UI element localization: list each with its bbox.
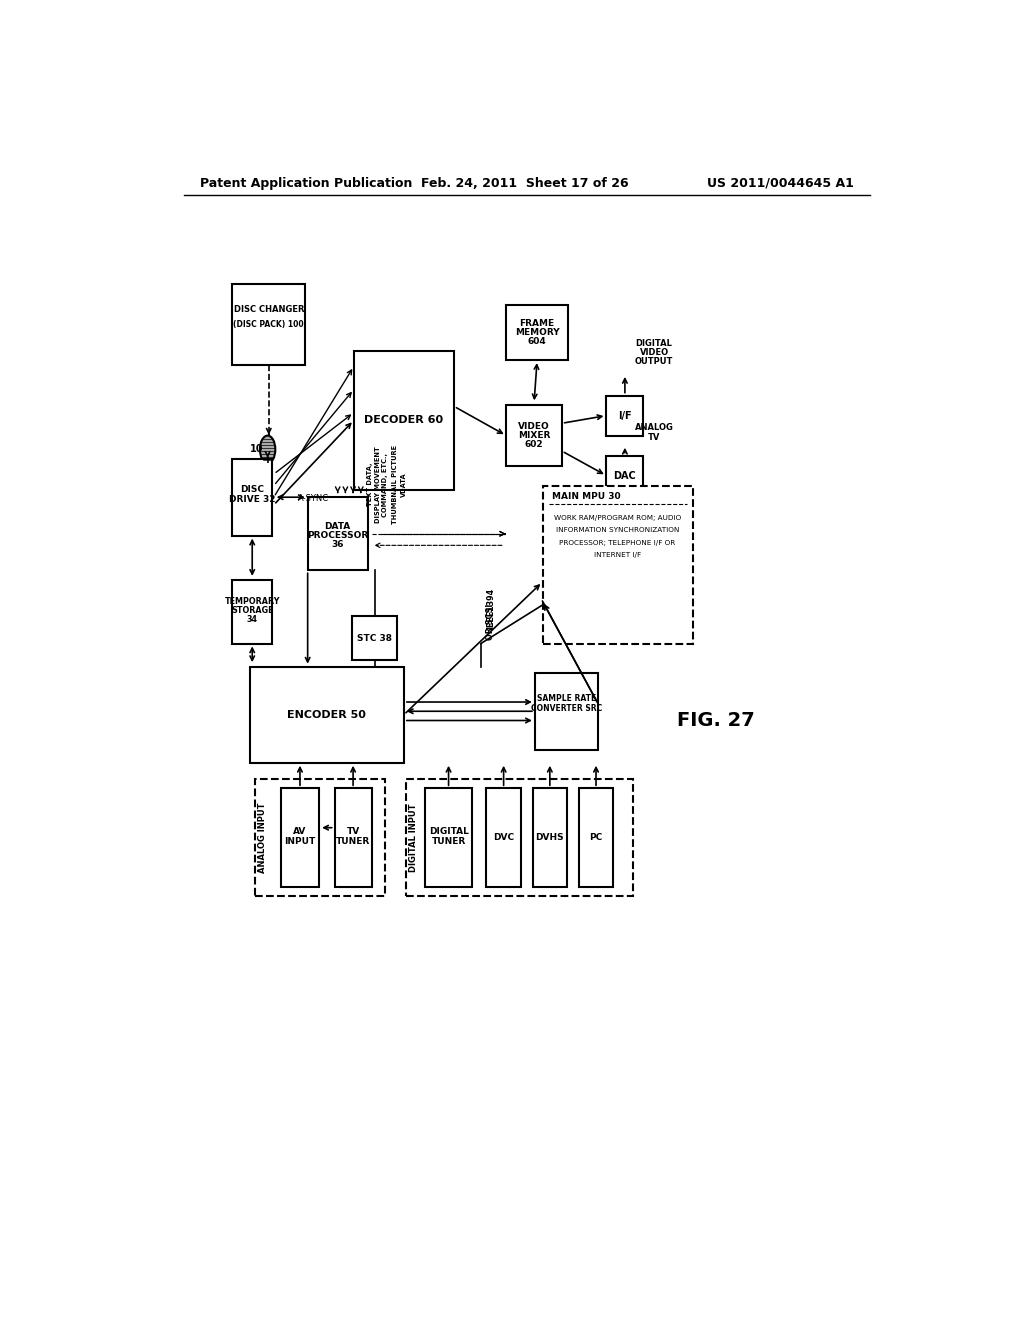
Text: THUMBNAIL PICTURE: THUMBNAIL PICTURE <box>391 445 397 524</box>
Text: MIXER: MIXER <box>518 432 550 440</box>
Bar <box>506 405 562 466</box>
Bar <box>425 788 472 887</box>
Bar <box>606 455 643 496</box>
Text: PROCESSOR: PROCESSOR <box>307 531 369 540</box>
Bar <box>232 284 305 364</box>
Text: 604: 604 <box>527 337 547 346</box>
Text: COMMAND, ETC.,: COMMAND, ETC., <box>382 453 388 516</box>
Text: VIDEO: VIDEO <box>640 348 669 356</box>
Text: 34: 34 <box>247 615 258 624</box>
Bar <box>354 351 454 490</box>
Bar <box>232 459 272 536</box>
Text: FIG. 27: FIG. 27 <box>677 711 755 730</box>
Text: DIGITAL: DIGITAL <box>636 339 673 347</box>
Text: INTERNET I/F: INTERNET I/F <box>594 552 641 558</box>
Text: Patent Application Publication: Patent Application Publication <box>200 177 413 190</box>
Text: 602: 602 <box>524 441 544 449</box>
Bar <box>532 788 567 887</box>
Text: SAMPLE RATE: SAMPLE RATE <box>537 694 596 704</box>
Bar <box>535 673 598 750</box>
Text: OUTPUT: OUTPUT <box>635 358 674 366</box>
Text: TUNER: TUNER <box>336 837 371 846</box>
Text: (DISC PACK) 100: (DISC PACK) 100 <box>233 319 304 329</box>
Bar <box>506 305 568 360</box>
Text: I/F: I/F <box>618 411 632 421</box>
Text: DRIVE 32: DRIVE 32 <box>229 495 275 504</box>
Text: 36: 36 <box>332 540 344 549</box>
Text: MAIN MPU 30: MAIN MPU 30 <box>552 492 621 500</box>
Text: WORK RAM/PROGRAM ROM; AUDIO: WORK RAM/PROGRAM ROM; AUDIO <box>554 515 681 521</box>
Text: DATA: DATA <box>325 521 351 531</box>
Bar <box>486 788 521 887</box>
Text: TEMPORARY: TEMPORARY <box>224 597 280 606</box>
Bar <box>579 788 613 887</box>
Text: DVHS: DVHS <box>536 833 564 842</box>
Text: VDATA: VDATA <box>401 473 407 498</box>
Bar <box>307 498 368 570</box>
Text: CONVERTER SRC: CONVERTER SRC <box>530 704 602 713</box>
Bar <box>250 667 403 763</box>
Text: DISC: DISC <box>241 484 264 494</box>
Text: TV: TV <box>648 433 660 442</box>
Bar <box>543 486 692 644</box>
Text: VIDEO: VIDEO <box>518 422 550 430</box>
Bar <box>335 788 372 887</box>
Text: PC: PC <box>590 833 603 842</box>
Text: ANALOG: ANALOG <box>635 424 674 433</box>
Text: DAC: DAC <box>613 471 636 480</box>
Bar <box>232 581 272 644</box>
Text: DIGITAL INPUT: DIGITAL INPUT <box>409 804 418 871</box>
Text: ENCODER 50: ENCODER 50 <box>288 710 367 719</box>
Text: FRAME: FRAME <box>519 318 555 327</box>
Text: DIGITAL: DIGITAL <box>429 826 469 836</box>
Text: STORAGE: STORAGE <box>231 606 273 615</box>
Bar <box>407 779 634 896</box>
Text: INPUT: INPUT <box>285 837 315 846</box>
Text: DECODER 60: DECODER 60 <box>365 416 443 425</box>
Text: INFORMATION SYNCHRONIZATION: INFORMATION SYNCHRONIZATION <box>556 527 679 533</box>
Text: TUNER: TUNER <box>431 837 466 846</box>
Text: A-SYNC: A-SYNC <box>298 494 330 503</box>
Text: IEEE1394: IEEE1394 <box>486 589 496 630</box>
Text: AV: AV <box>293 826 306 836</box>
Ellipse shape <box>260 436 275 463</box>
Text: DVC: DVC <box>494 833 514 842</box>
Text: MEMORY: MEMORY <box>515 327 559 337</box>
Text: TEXT DATA,: TEXT DATA, <box>367 463 373 507</box>
Text: PROCESSOR; TELEPHONE I/F OR: PROCESSOR; TELEPHONE I/F OR <box>559 540 676 545</box>
Text: DISC CHANGER: DISC CHANGER <box>233 305 304 314</box>
Text: OR SCSI: OR SCSI <box>486 603 496 640</box>
Bar <box>606 396 643 436</box>
Text: DISPLAY MOVEMENT: DISPLAY MOVEMENT <box>375 446 381 523</box>
Text: Feb. 24, 2011  Sheet 17 of 26: Feb. 24, 2011 Sheet 17 of 26 <box>421 177 629 190</box>
Text: 10: 10 <box>250 445 263 454</box>
Text: ANALOG INPUT: ANALOG INPUT <box>258 803 266 873</box>
Text: US 2011/0044645 A1: US 2011/0044645 A1 <box>708 177 854 190</box>
Bar <box>352 615 397 660</box>
Bar <box>255 779 385 896</box>
Text: TV: TV <box>346 826 359 836</box>
Bar <box>281 788 319 887</box>
Text: STC 38: STC 38 <box>357 634 392 643</box>
